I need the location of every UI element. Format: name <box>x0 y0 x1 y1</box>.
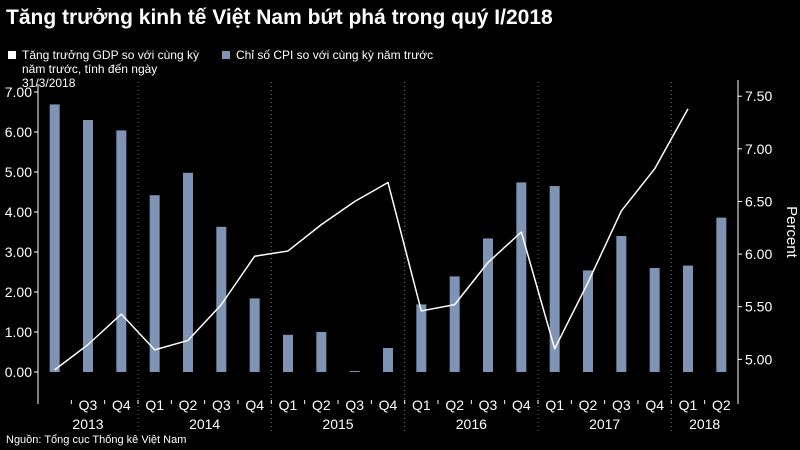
x-tick-label: Q3 <box>345 397 364 413</box>
cpi-bar <box>316 332 327 372</box>
y-right-axis-label: Percent <box>783 206 800 259</box>
gdp-line <box>54 108 689 371</box>
legend-swatch-cpi <box>222 51 230 59</box>
x-tick-label: Q3 <box>612 397 631 413</box>
cpi-bar <box>149 195 160 372</box>
legend-swatch-gdp <box>8 51 16 59</box>
cpi-bar <box>249 298 260 372</box>
cpi-bar <box>49 104 60 373</box>
x-tick-label: Q1 <box>545 397 564 413</box>
x-tick-label: Q4 <box>512 397 531 413</box>
cpi-bar <box>716 217 727 372</box>
year-label: 2018 <box>689 416 720 432</box>
y-left-tick-label: 3.00 <box>5 244 32 260</box>
cpi-bar <box>516 182 527 372</box>
x-tick-label: Q1 <box>679 397 698 413</box>
x-tick-label: Q2 <box>179 397 198 413</box>
x-tick-label: Q3 <box>479 397 498 413</box>
cpi-bar <box>416 304 427 372</box>
x-tick-label: Q1 <box>145 397 164 413</box>
y-right-tick-label: 6.00 <box>745 246 772 262</box>
cpi-bar <box>683 265 693 372</box>
x-tick-label: Q2 <box>445 397 464 413</box>
cpi-bar <box>549 186 560 372</box>
cpi-bar <box>349 371 360 372</box>
y-left-tick-label: 1.00 <box>5 324 32 340</box>
x-tick-label: Q4 <box>112 397 131 413</box>
cpi-bar <box>183 172 193 372</box>
x-tick-label: Q4 <box>379 397 398 413</box>
y-left-tick-label: 7.00 <box>5 84 32 100</box>
y-left-tick-label: 4.00 <box>5 204 32 220</box>
legend-label-gdp: Tăng trưởng GDP so với cùng kỳ năm trước… <box>22 48 199 90</box>
legend-item-cpi: Chỉ số CPI so với cùng kỳ năm trước <box>222 48 482 62</box>
x-tick-label: Q3 <box>212 397 231 413</box>
chart-title: Tăng trưởng kinh tế Việt Nam bứt phá tro… <box>6 6 553 29</box>
y-right-tick-label: 5.50 <box>745 299 772 315</box>
cpi-bar <box>649 268 660 372</box>
y-left-tick-label: 6.00 <box>5 124 32 140</box>
y-left-tick-label: 0.00 <box>5 364 32 380</box>
x-tick-label: Q2 <box>579 397 598 413</box>
x-tick-label: Q3 <box>79 397 98 413</box>
source-note: Nguồn: Tổng cục Thống kê Việt Nam <box>6 434 187 446</box>
cpi-bar <box>449 276 460 372</box>
year-label: 2016 <box>456 416 487 432</box>
cpi-bar <box>383 348 393 372</box>
year-label: 2013 <box>72 416 103 432</box>
cpi-bar <box>583 270 593 372</box>
year-label: 2015 <box>322 416 353 432</box>
y-right-tick-label: 5.00 <box>745 351 772 367</box>
cpi-bar <box>283 334 293 372</box>
y-right-tick-label: 7.00 <box>745 141 772 157</box>
year-label: 2017 <box>589 416 620 432</box>
y-left-tick-label: 2.00 <box>5 284 32 300</box>
x-tick-label: Q1 <box>412 397 431 413</box>
cpi-bar <box>216 226 227 372</box>
cpi-bar <box>483 238 493 372</box>
x-tick-label: Q1 <box>279 397 298 413</box>
y-right-tick-label: 7.50 <box>745 88 772 104</box>
legend-item-gdp: Tăng trưởng GDP so với cùng kỳ năm trước… <box>8 48 213 90</box>
cpi-bar <box>616 236 627 372</box>
x-tick-label: Q4 <box>645 397 664 413</box>
x-tick-label: Q4 <box>245 397 264 413</box>
cpi-bar <box>116 130 127 372</box>
x-tick-label: Q2 <box>712 397 731 413</box>
y-right-tick-label: 6.50 <box>745 193 772 209</box>
x-tick-label: Q2 <box>312 397 331 413</box>
year-label: 2014 <box>189 416 220 432</box>
y-left-tick-label: 5.00 <box>5 164 32 180</box>
cpi-bar <box>83 120 93 372</box>
legend-label-cpi: Chỉ số CPI so với cùng kỳ năm trước <box>236 48 434 62</box>
